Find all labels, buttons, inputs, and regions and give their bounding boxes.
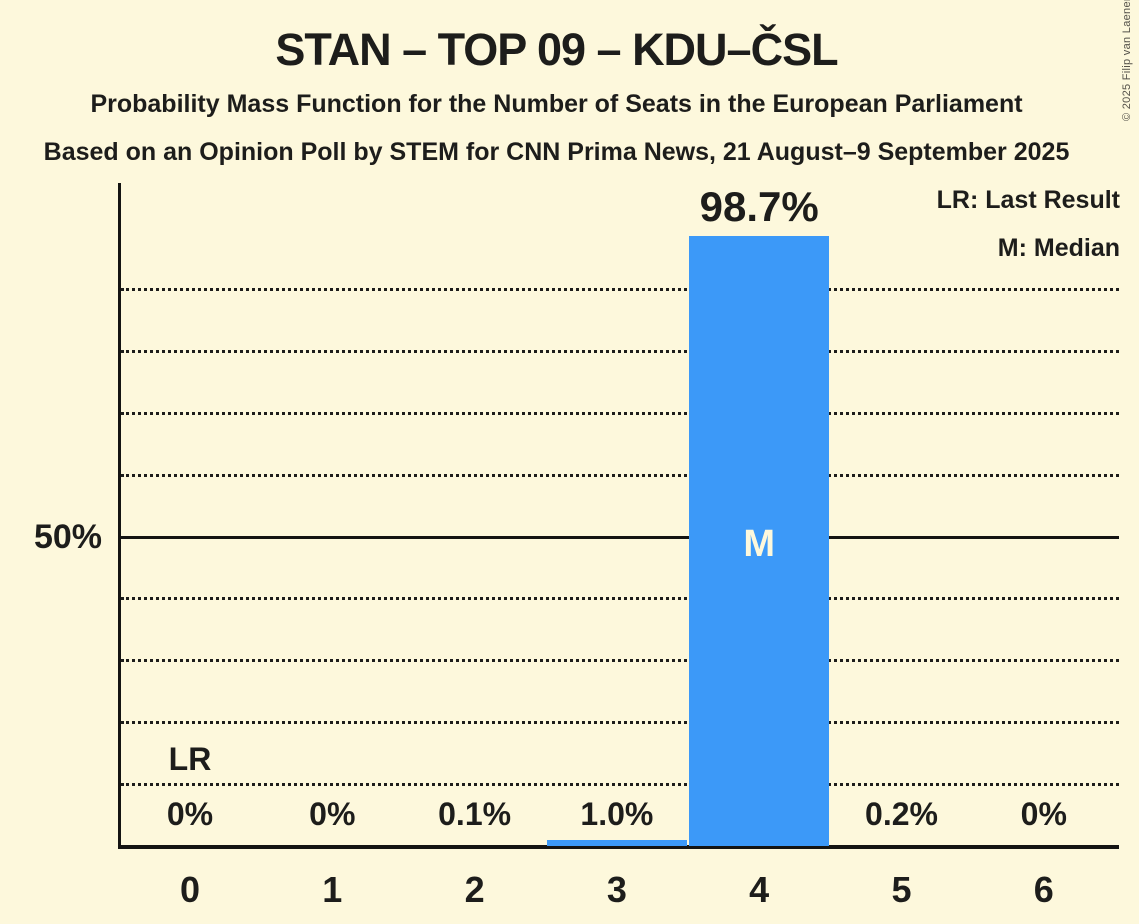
gridline-60pct [121, 473, 1119, 477]
gridline-80pct [121, 350, 1119, 354]
bar-value-label: 0% [309, 796, 356, 832]
gridline-70pct [121, 411, 1119, 415]
x-tick-label: 0 [179, 869, 201, 910]
chart-source-line: Based on an Opinion Poll by STEM for CNN… [43, 138, 1070, 166]
bar-value-label: 0.1% [438, 796, 512, 832]
gridline-90pct [121, 288, 1119, 292]
chart-subtitle: Probability Mass Function for the Number… [90, 90, 1023, 118]
legend-last-result: LR: Last Result [936, 186, 1120, 214]
y-axis-line [118, 183, 121, 849]
gridline-10pct [121, 782, 1119, 786]
median-marker: M [743, 523, 776, 565]
bar-value-label: 1.0% [580, 796, 654, 832]
x-tick-label: 5 [891, 869, 912, 910]
bar-seat-3 [546, 839, 687, 846]
chart-title: STAN – TOP 09 – KDU–ČSL [275, 24, 838, 75]
x-tick-label: 4 [749, 869, 770, 910]
x-tick-label: 2 [464, 869, 485, 910]
gridline-50pct [121, 535, 1119, 539]
gridline-40pct [121, 597, 1119, 601]
gridline-30pct [121, 659, 1119, 663]
x-tick-label: 3 [606, 869, 627, 910]
last-result-marker: LR [168, 741, 212, 777]
bar-seat-4 [689, 236, 830, 846]
x-axis-line [118, 845, 1119, 849]
gridline-20pct [121, 720, 1119, 724]
x-tick-label: 6 [1033, 869, 1054, 910]
bar-value-label: 0.2% [865, 796, 938, 832]
y-axis-tick-label: 50% [33, 518, 102, 556]
bar-value-label: 0% [166, 796, 214, 832]
x-tick-label: 1 [322, 869, 343, 910]
peak-value-label: 98.7% [699, 183, 819, 231]
legend-median: M: Median [997, 234, 1120, 262]
bar-value-label: 0% [1020, 796, 1067, 832]
